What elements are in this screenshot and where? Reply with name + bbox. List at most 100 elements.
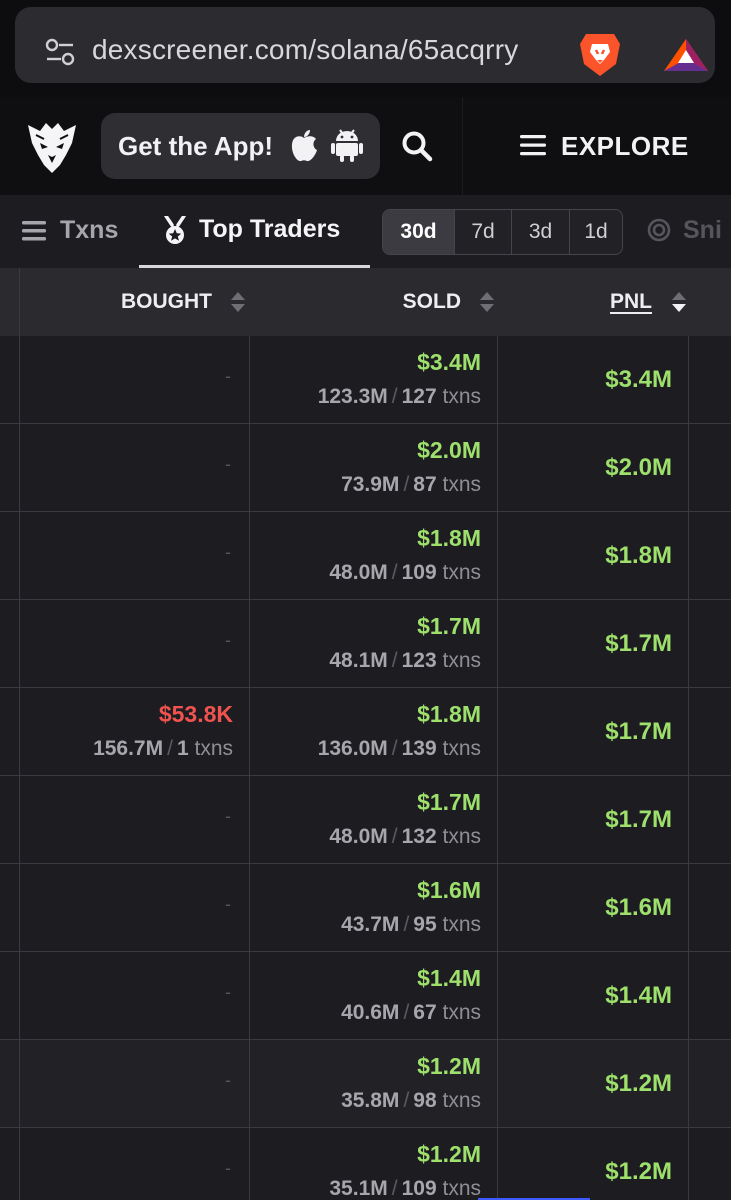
sold-volume: 48.0M/109 txns xyxy=(329,561,481,585)
tab-snipers[interactable]: Sni xyxy=(647,213,731,249)
address-bar[interactable]: dexscreener.com/solana/65acqrry xyxy=(15,7,715,83)
bought-header[interactable]: BOUGHT xyxy=(121,268,212,336)
sold-token-amount: 123.3M xyxy=(317,385,388,408)
separator: / xyxy=(167,737,173,760)
get-the-app-button[interactable]: Get the App! xyxy=(101,113,380,179)
sold-cell: $1.6M 43.7M/95 txns xyxy=(250,864,497,952)
bought-cell: - xyxy=(20,424,249,512)
pnl-header-label: PNL xyxy=(610,290,652,313)
bought-cell: - xyxy=(20,336,249,424)
pnl-cell: $1.7M xyxy=(498,776,688,864)
range-3d-button[interactable]: 3d xyxy=(512,210,570,254)
column-divider xyxy=(688,336,689,1200)
separator: / xyxy=(391,649,398,672)
pnl-value: $3.4M xyxy=(605,366,672,393)
sold-txn-count: 109 xyxy=(401,1177,437,1200)
column-divider xyxy=(19,268,20,1200)
sold-token-amount: 48.0M xyxy=(329,561,388,584)
table-row[interactable]: - $1.7M 48.1M/123 txns $1.7M xyxy=(0,600,731,688)
apple-icon xyxy=(291,130,317,162)
table-row[interactable]: - $1.2M 35.8M/98 txns $1.2M xyxy=(0,1040,731,1128)
search-icon[interactable] xyxy=(398,127,438,167)
sold-cell: $1.7M 48.1M/123 txns xyxy=(250,600,497,688)
bought-empty-dash: - xyxy=(225,806,231,826)
sold-volume: 43.7M/95 txns xyxy=(341,913,481,937)
active-tab-indicator xyxy=(139,265,370,268)
sold-amount: $1.8M xyxy=(417,525,481,551)
table-row[interactable]: - $1.6M 43.7M/95 txns $1.6M xyxy=(0,864,731,952)
sort-arrows-icon[interactable] xyxy=(230,290,246,314)
list-icon xyxy=(22,221,46,241)
sold-cell: $1.2M 35.1M/109 txns xyxy=(250,1128,497,1200)
column-divider xyxy=(497,336,498,1200)
explore-button[interactable]: EXPLORE xyxy=(520,127,690,167)
bought-empty-dash: - xyxy=(225,982,231,1002)
bought-empty-dash: - xyxy=(225,1158,231,1178)
column-divider xyxy=(249,336,250,1200)
tab-top-traders-label: Top Traders xyxy=(199,215,341,243)
txns-suffix: txns xyxy=(442,1089,481,1112)
txns-suffix: txns xyxy=(442,1001,481,1024)
sold-txn-count: 139 xyxy=(401,737,437,760)
sold-amount: $1.8M xyxy=(417,701,481,727)
separator: / xyxy=(403,1089,410,1112)
sort-arrows-icon[interactable] xyxy=(479,290,495,314)
pnl-value: $1.4M xyxy=(605,982,672,1009)
bat-triangle-icon[interactable] xyxy=(662,37,710,73)
brave-lion-icon[interactable] xyxy=(578,30,622,78)
table-row[interactable]: - $2.0M 73.9M/87 txns $2.0M xyxy=(0,424,731,512)
txns-suffix: txns xyxy=(442,825,481,848)
header-divider xyxy=(462,97,463,195)
separator: / xyxy=(403,473,410,496)
sold-volume: 35.1M/109 txns xyxy=(329,1177,481,1200)
pnl-value: $1.2M xyxy=(605,1070,672,1097)
table-row[interactable]: $53.8K 156.7M/1 txns $1.8M 136.0M/139 txns $… xyxy=(0,688,731,776)
range-7d-button[interactable]: 7d xyxy=(455,210,512,254)
separator: / xyxy=(391,385,398,408)
tab-top-traders[interactable]: Top Traders xyxy=(139,195,370,268)
sold-volume: 73.9M/87 txns xyxy=(341,473,481,497)
table-row[interactable]: - $1.4M 40.6M/67 txns $1.4M xyxy=(0,952,731,1040)
sold-volume: 48.1M/123 txns xyxy=(329,649,481,673)
sold-token-amount: 35.1M xyxy=(329,1177,388,1200)
sort-arrows-icon[interactable] xyxy=(671,290,687,314)
table-row[interactable]: - $1.7M 48.0M/132 txns $1.7M xyxy=(0,776,731,864)
scroll-indicator xyxy=(478,1198,590,1200)
sold-txn-count: 109 xyxy=(401,561,437,584)
pnl-value: $2.0M xyxy=(605,454,672,481)
pnl-value: $1.7M xyxy=(605,718,672,745)
bought-empty-dash: - xyxy=(225,630,231,650)
medal-icon xyxy=(164,216,186,244)
pnl-cell: $1.6M xyxy=(498,864,688,952)
sold-volume: 123.3M/127 txns xyxy=(318,385,481,409)
sold-header[interactable]: SOLD xyxy=(403,268,461,336)
sold-amount: $2.0M xyxy=(417,437,481,463)
range-1d-button[interactable]: 1d xyxy=(584,220,608,243)
bought-volume: 156.7M/1 txns xyxy=(93,737,233,761)
pnl-cell: $1.8M xyxy=(498,512,688,600)
table-row[interactable]: - $1.2M 35.1M/109 txns $1.2M xyxy=(0,1128,731,1200)
bought-amount: $53.8K xyxy=(158,701,233,727)
pnl-value: $1.8M xyxy=(605,542,672,569)
explore-label: EXPLORE xyxy=(561,131,689,161)
txns-suffix: txns xyxy=(442,1177,481,1200)
table-row[interactable]: - $3.4M 123.3M/127 txns $3.4M xyxy=(0,336,731,424)
tab-txns[interactable]: Txns xyxy=(22,213,132,249)
txns-suffix: txns xyxy=(442,913,481,936)
pnl-value: $1.7M xyxy=(605,630,672,657)
sold-amount: $1.7M xyxy=(417,613,481,639)
pnl-header[interactable]: PNL xyxy=(610,268,652,336)
eagle-logo-icon[interactable] xyxy=(26,119,78,175)
range-30d-button[interactable]: 30d xyxy=(383,210,455,254)
tune-icon[interactable] xyxy=(45,37,75,67)
get-app-label: Get the App! xyxy=(118,131,274,161)
txns-suffix: txns xyxy=(194,737,233,760)
sold-amount: $1.2M xyxy=(417,1053,481,1079)
bought-token-amount: 156.7M xyxy=(93,737,164,760)
sold-token-amount: 48.0M xyxy=(329,825,388,848)
url-text[interactable]: dexscreener.com/solana/65acqrry xyxy=(92,34,519,65)
pnl-value: $1.7M xyxy=(605,806,672,833)
sold-cell: $1.2M 35.8M/98 txns xyxy=(250,1040,497,1128)
table-row[interactable]: - $1.8M 48.0M/109 txns $1.8M xyxy=(0,512,731,600)
bought-cell: - xyxy=(20,1128,249,1200)
